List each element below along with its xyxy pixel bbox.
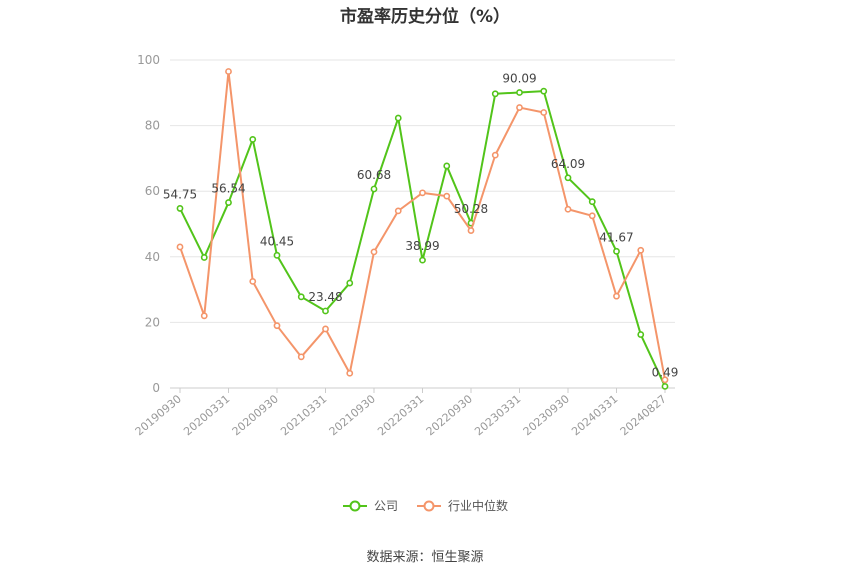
data-point bbox=[564, 174, 572, 182]
data-point bbox=[322, 307, 329, 315]
data-label: 90.09 bbox=[502, 72, 536, 86]
data-point bbox=[200, 312, 208, 320]
data-point bbox=[491, 151, 499, 159]
data-point bbox=[516, 104, 523, 111]
data-point bbox=[637, 331, 645, 338]
data-point bbox=[273, 251, 281, 259]
data-point bbox=[467, 227, 475, 234]
data-point bbox=[297, 293, 305, 301]
data-point bbox=[346, 279, 354, 287]
data-label: 50.28 bbox=[454, 202, 488, 216]
data-point bbox=[491, 90, 499, 98]
data-label: 41.67 bbox=[599, 230, 633, 244]
data-label: 54.75 bbox=[163, 187, 197, 201]
data-point bbox=[443, 192, 451, 200]
y-tick-label: 100 bbox=[137, 53, 160, 67]
x-tick-label: 20210930 bbox=[327, 392, 378, 438]
data-point bbox=[540, 87, 548, 95]
data-point bbox=[200, 254, 208, 261]
legend-item[interactable]: 行业中位数 bbox=[416, 497, 508, 514]
data-point bbox=[613, 247, 620, 255]
x-tick-label: 20230331 bbox=[472, 392, 523, 438]
data-point bbox=[273, 322, 281, 330]
data-point bbox=[613, 292, 620, 300]
data-point bbox=[176, 205, 184, 212]
y-tick-label: 60 bbox=[145, 184, 160, 198]
x-tick-label: 20230930 bbox=[521, 392, 572, 438]
data-point bbox=[176, 243, 184, 251]
axes: 0204060801002019093020200331202009302021… bbox=[133, 53, 669, 438]
legend-item[interactable]: 公司 bbox=[342, 497, 398, 514]
data-point bbox=[419, 256, 426, 264]
data-point bbox=[588, 212, 596, 220]
data-label: 0.49 bbox=[652, 365, 679, 379]
data-point bbox=[249, 135, 257, 143]
data-point bbox=[225, 68, 232, 75]
data-label: 56.54 bbox=[211, 182, 245, 196]
data-point bbox=[661, 376, 669, 384]
y-tick-label: 80 bbox=[145, 119, 160, 133]
data-point bbox=[394, 114, 402, 122]
data-point bbox=[637, 246, 645, 254]
data-point bbox=[661, 382, 669, 390]
y-tick-label: 0 bbox=[152, 381, 160, 395]
data-label: 60.68 bbox=[357, 168, 391, 182]
data-point bbox=[588, 198, 596, 206]
chart-title: 市盈率历史分位（%） bbox=[339, 7, 511, 27]
legend-label: 行业中位数 bbox=[448, 499, 509, 513]
data-point bbox=[419, 189, 426, 197]
data-label: 38.99 bbox=[405, 239, 439, 253]
data-point bbox=[322, 325, 329, 333]
data-labels: 54.75 56.54 40.45 23.48 60.68 38.99 50.28 90.09… bbox=[163, 72, 679, 380]
x-tick-label: 20220331 bbox=[375, 392, 426, 438]
x-tick-label: 20190930 bbox=[133, 392, 184, 438]
data-point bbox=[346, 369, 354, 377]
data-point bbox=[443, 162, 451, 170]
x-tick-label: 20240827 bbox=[618, 392, 669, 438]
x-tick-label: 20200331 bbox=[181, 392, 232, 438]
x-tick-label: 20210331 bbox=[278, 392, 329, 438]
data-point bbox=[394, 207, 402, 215]
legend: 公司 行业中位数 bbox=[0, 497, 850, 514]
data-point bbox=[225, 199, 232, 206]
data-label: 23.48 bbox=[308, 290, 342, 304]
data-point bbox=[516, 89, 523, 96]
data-point bbox=[297, 353, 305, 361]
data-label: 40.45 bbox=[260, 234, 294, 248]
data-point bbox=[540, 109, 548, 116]
legend-label: 公司 bbox=[373, 499, 398, 513]
series-line bbox=[179, 70, 666, 380]
x-tick-label: 20200930 bbox=[230, 392, 281, 438]
data-point bbox=[370, 248, 378, 256]
legend-swatch-icon bbox=[342, 500, 367, 511]
x-tick-label: 20240331 bbox=[569, 392, 620, 438]
data-point bbox=[370, 185, 378, 193]
data-point bbox=[564, 205, 572, 213]
legend-swatch-icon bbox=[417, 500, 441, 511]
data-point bbox=[249, 277, 257, 285]
y-tick-label: 40 bbox=[145, 250, 160, 264]
source-note: 数据来源：恒生聚源 bbox=[366, 550, 484, 565]
series-lines bbox=[176, 68, 669, 390]
data-label: 64.09 bbox=[551, 157, 585, 171]
y-tick-label: 20 bbox=[145, 315, 160, 329]
x-tick-label: 20220930 bbox=[424, 392, 475, 438]
